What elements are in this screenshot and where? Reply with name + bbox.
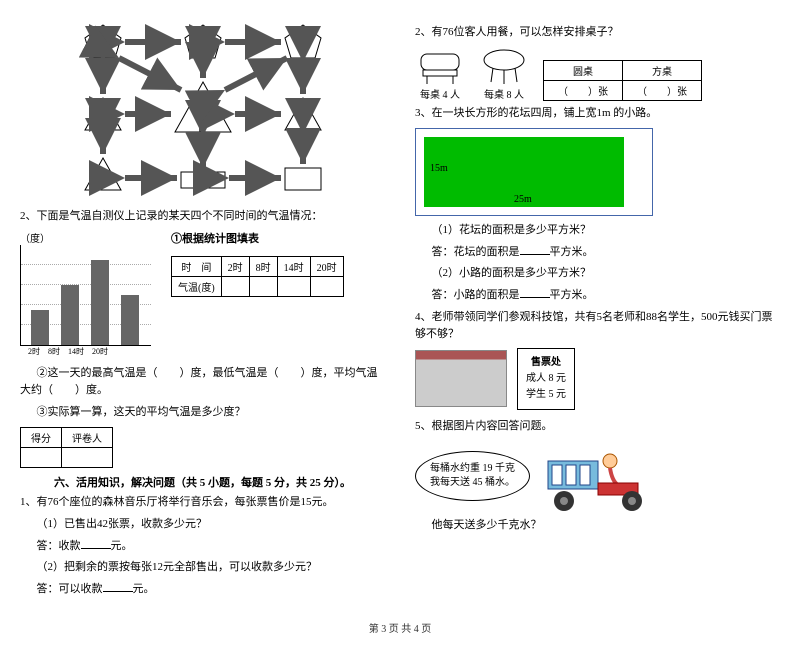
tt-c3: 20时 [310, 256, 343, 276]
p3-ans2: 答：小路的面积是 平方米。 [415, 287, 780, 305]
x-label-1: 8时 [48, 346, 60, 357]
right-column: 2、有76位客人用餐，可以怎样安排桌子？ 每桌 4 人 每桌 8 人 [415, 20, 780, 602]
p3-sub1: （1）花坛的面积是多少平方米？ [415, 222, 780, 240]
x-label-2: 14时 [68, 346, 84, 357]
bubble-l2: 我每天送 45 桶水。 [430, 476, 515, 490]
score-box: 得分 评卷人 [20, 427, 113, 468]
q2-intro: 2、下面是气温自测仪上记录的某天四个不同时间的气温情况： [20, 208, 385, 226]
p3-ans1: 答：花坛的面积是 平方米。 [415, 244, 780, 262]
bubble-l1: 每桶水约重 19 千克 [430, 462, 515, 476]
p1-sub1: （1）已售出42张票，收款多少元？ [20, 516, 385, 534]
round-table-icon [479, 46, 529, 86]
tt-b2[interactable] [277, 276, 310, 296]
p1-stem: 1、有76个座位的森林音乐厅将举行音乐会，每张票售价是15元。 [20, 494, 385, 512]
p1-sub2: （2）把剩余的票按每张12元全部售出，可以收款多少元？ [20, 559, 385, 577]
page-footer: 第 3 页 共 4 页 [20, 620, 780, 635]
sq-label: 每桌 4 人 [415, 86, 465, 101]
p1-blank1[interactable] [81, 548, 111, 549]
p3a2p: 答：小路的面积是 [432, 289, 520, 301]
price-title: 售票处 [526, 355, 566, 371]
x-label-3: 20时 [92, 346, 108, 357]
p1a2s: 元。 [133, 583, 155, 595]
tt-c2: 14时 [277, 256, 310, 276]
p4-stem: 4、老师带领同学们参观科技馆，共有5名老师和88名学生，500元钱买门票够不够？ [415, 309, 780, 344]
q2-line-2: ②这一天的最高气温是（ ）度，最低气温是（ ）度，平均气温大约（ ）度。 [20, 365, 385, 400]
tt-c0: 2时 [221, 256, 249, 276]
square-table-icon [415, 46, 465, 86]
price-student: 学生 5 元 [526, 387, 566, 403]
score-blank-b[interactable] [62, 448, 113, 468]
y-axis-label: （度） [20, 230, 151, 245]
p2c1[interactable]: （ ）张 [623, 80, 702, 100]
chart-row: （度） 2时 8时 14时 20时 [20, 230, 385, 357]
p3-blank1[interactable] [520, 254, 550, 255]
p1-ans1: 答：收款 元。 [20, 538, 385, 556]
rd-label: 每桌 8 人 [479, 86, 529, 101]
dim-h: 15m [430, 163, 448, 174]
fill-table-title: ①根据统计图填表 [171, 230, 344, 246]
p1a1s: 元。 [111, 540, 133, 552]
p3-blank2[interactable] [520, 297, 550, 298]
p1a1p: 答：收款 [37, 540, 81, 552]
ticket-figure: 售票处 成人 8 元 学生 5 元 [415, 348, 780, 410]
tt-b1[interactable] [249, 276, 277, 296]
bar-chart [20, 245, 151, 346]
score-b: 评卷人 [62, 428, 113, 448]
flowerbed-figure: 15m 25m [415, 128, 653, 216]
tt-r2: 气温(度) [172, 276, 222, 296]
q2-line-3: ③实际算一算，这天的平均气温是多少度？ [20, 404, 385, 422]
p2-figure: 每桌 4 人 每桌 8 人 圆桌 方桌 （ ）张 （ ）张 [415, 46, 780, 101]
bar-4 [121, 295, 139, 345]
tt-b3[interactable] [310, 276, 343, 296]
speech-bubble: 每桶水约重 19 千克 我每天送 45 桶水。 [415, 451, 530, 501]
bar-3 [91, 260, 109, 345]
tt-c1: 8时 [249, 256, 277, 276]
tricycle-icon [540, 441, 650, 511]
x-axis-labels: 2时 8时 14时 20时 [20, 346, 151, 357]
p2-stem: 2、有76位客人用餐，可以怎样安排桌子？ [415, 24, 780, 42]
p2h1: 方桌 [623, 60, 702, 80]
bar-1 [31, 310, 49, 345]
x-label-0: 2时 [28, 346, 40, 357]
p3-sub2: （2）小路的面积是多少平方米？ [415, 265, 780, 283]
shape-diagram: 大门 [63, 20, 343, 200]
bar-2 [61, 285, 79, 345]
score-blank-a[interactable] [21, 448, 62, 468]
temp-table: 时 间 2时 8时 14时 20时 气温(度) [171, 256, 344, 297]
tt-r1: 时 间 [172, 256, 222, 276]
p3a2s: 平方米。 [550, 289, 594, 301]
p1a2p: 答：可以收款 [37, 583, 103, 595]
p3a1p: 答：花坛的面积是 [432, 246, 520, 258]
p5-question: 他每天送多少千克水？ [415, 517, 780, 535]
p5-stem: 5、根据图片内容回答问题。 [415, 418, 780, 436]
p2c0[interactable]: （ ）张 [544, 80, 623, 100]
ticket-image [415, 350, 507, 407]
p1-ans2: 答：可以收款 元。 [20, 581, 385, 599]
p1-blank2[interactable] [103, 591, 133, 592]
p2h0: 圆桌 [544, 60, 623, 80]
left-column: 大门 [20, 20, 385, 602]
score-a: 得分 [21, 428, 62, 448]
tt-b0[interactable] [221, 276, 249, 296]
water-figure: 每桶水约重 19 千克 我每天送 45 桶水。 [415, 441, 780, 511]
p2-table: 圆桌 方桌 （ ）张 （ ）张 [543, 60, 702, 101]
price-adult: 成人 8 元 [526, 371, 566, 387]
p3a1s: 平方米。 [550, 246, 594, 258]
dim-w: 25m [514, 194, 532, 205]
door-label: 大门 [195, 175, 211, 185]
section6-title: 六、活用知识，解决问题（共 5 小题，每题 5 分，共 25 分）。 [20, 474, 385, 490]
p3-stem: 3、在一块长方形的花坛四周，铺上宽1m 的小路。 [415, 105, 780, 123]
ticket-price-box: 售票处 成人 8 元 学生 5 元 [517, 348, 575, 410]
